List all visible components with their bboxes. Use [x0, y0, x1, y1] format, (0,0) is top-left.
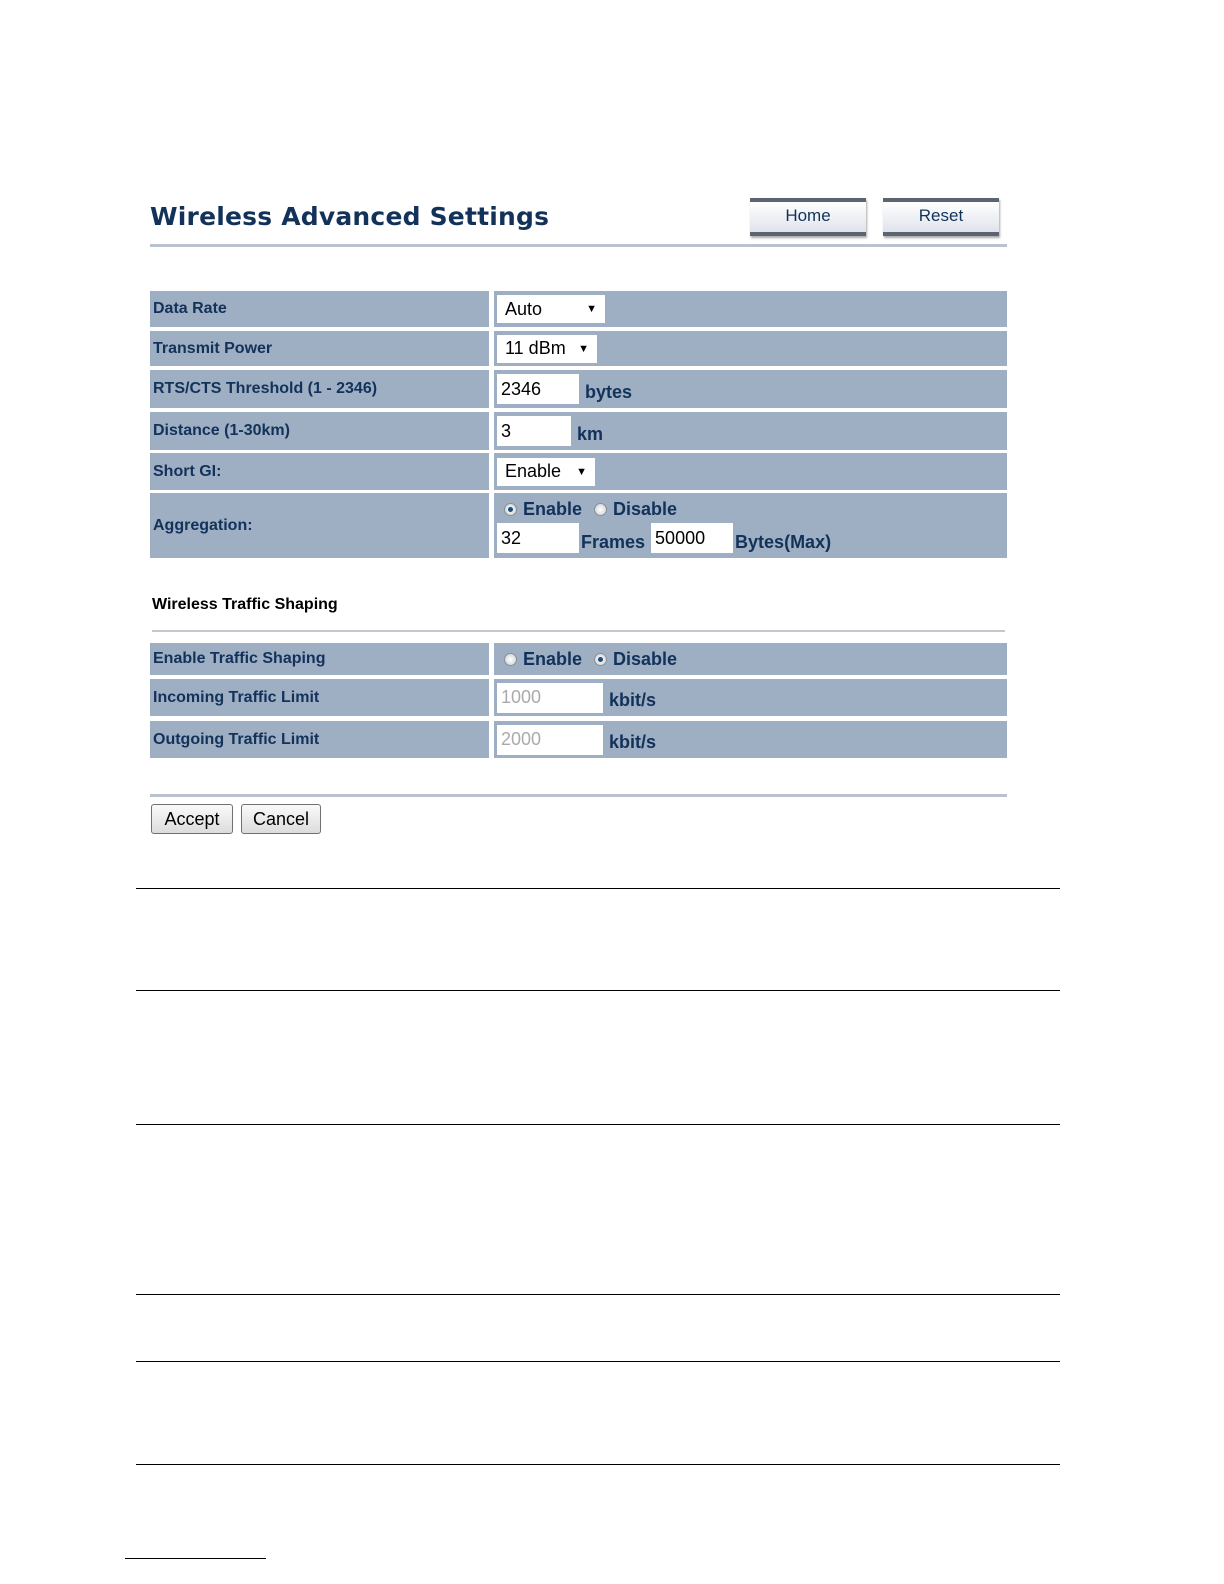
- traffic-enable-label: Enable: [523, 648, 583, 669]
- home-button[interactable]: Home: [750, 198, 866, 236]
- aggregation-disable-radio[interactable]: [594, 503, 608, 516]
- chevron-down-icon: ▼: [586, 303, 597, 315]
- footnote-separator: [125, 1558, 266, 1559]
- chevron-down-icon: ▼: [578, 342, 589, 355]
- data-rate-select[interactable]: Auto ▼: [497, 295, 605, 323]
- transmit-power-cell: 11 dBm ▼: [494, 331, 1007, 366]
- data-rate-cell: Auto ▼: [494, 291, 1007, 327]
- aggregation-label: Aggregation:: [150, 493, 489, 558]
- table-rule: [136, 1361, 1060, 1362]
- aggregation-frames-input[interactable]: [497, 523, 579, 553]
- table-rule: [136, 990, 1060, 991]
- incoming-limit-input[interactable]: [497, 682, 603, 713]
- traffic-shaping-heading: Wireless Traffic Shaping: [152, 596, 338, 613]
- traffic-enable-radio[interactable]: [504, 652, 517, 666]
- short-gi-label: Short GI:: [150, 453, 489, 490]
- table-rule: [136, 1124, 1060, 1125]
- outgoing-limit-input[interactable]: [497, 724, 603, 755]
- aggregation-cell: Enable Disable Frames Bytes(Max): [494, 493, 1007, 558]
- bytes-unit: Bytes(Max): [735, 532, 832, 552]
- transmit-power-value: 11 dBm: [505, 338, 566, 358]
- outgoing-unit: kbit/s: [609, 732, 657, 752]
- aggregation-bytes-input[interactable]: [651, 523, 734, 553]
- distance-cell: km: [494, 412, 1007, 450]
- section-divider: [152, 630, 1005, 632]
- transmit-power-select[interactable]: 11 dBm ▼: [497, 334, 597, 363]
- title-divider: [150, 244, 1007, 247]
- rts-threshold-cell: bytes: [494, 370, 1007, 408]
- table-rule: [136, 1294, 1060, 1295]
- cancel-button[interactable]: Cancel: [241, 804, 321, 834]
- reset-button[interactable]: Reset: [883, 198, 999, 236]
- aggregation-disable-label: Disable: [613, 499, 678, 519]
- incoming-unit: kbit/s: [609, 690, 657, 710]
- page-title: Wireless Advanced Settings: [150, 202, 550, 231]
- rts-threshold-input[interactable]: [497, 374, 579, 404]
- data-rate-label: Data Rate: [150, 291, 489, 327]
- table-rule: [136, 888, 1060, 889]
- rts-unit: bytes: [585, 381, 633, 402]
- data-rate-value: Auto: [505, 298, 543, 319]
- footer-divider: [150, 794, 1007, 797]
- distance-label: Distance (1-30km): [150, 412, 489, 450]
- rts-threshold-label: RTS/CTS Threshold (1 - 2346): [150, 370, 489, 408]
- distance-input[interactable]: [497, 416, 571, 446]
- traffic-disable-radio[interactable]: [594, 652, 608, 666]
- short-gi-value: Enable: [505, 461, 562, 481]
- short-gi-select[interactable]: Enable ▼: [497, 457, 595, 486]
- enable-traffic-shaping-cell: Enable Disable: [494, 643, 1007, 675]
- aggregation-enable-radio[interactable]: [504, 503, 517, 516]
- incoming-limit-cell: kbit/s: [494, 679, 1007, 716]
- short-gi-cell: Enable ▼: [494, 453, 1007, 490]
- table-rule: [136, 1464, 1060, 1465]
- incoming-limit-label: Incoming Traffic Limit: [150, 679, 489, 716]
- aggregation-enable-label: Enable: [523, 499, 583, 519]
- outgoing-limit-cell: kbit/s: [494, 721, 1007, 758]
- traffic-disable-label: Disable: [613, 648, 678, 669]
- chevron-down-icon: ▼: [576, 465, 587, 478]
- outgoing-limit-label: Outgoing Traffic Limit: [150, 721, 489, 758]
- enable-traffic-shaping-label: Enable Traffic Shaping: [150, 643, 489, 675]
- accept-button[interactable]: Accept: [151, 804, 233, 834]
- transmit-power-label: Transmit Power: [150, 331, 489, 366]
- frames-unit: Frames: [581, 532, 646, 552]
- distance-unit: km: [577, 423, 604, 444]
